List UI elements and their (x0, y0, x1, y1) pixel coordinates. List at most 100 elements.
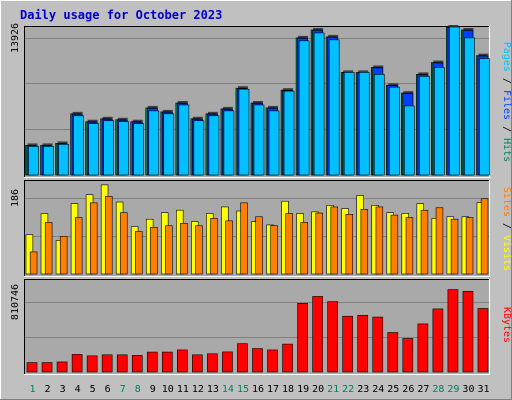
pages-bar (358, 72, 370, 176)
visits-label: Visits (501, 235, 512, 271)
kbytes-bar (41, 362, 53, 373)
pages-bar (268, 110, 280, 176)
day-axis: 1 2 3 4 5 6 7 8 9 10 11 12 13 14 15 16 17 18 19 20 21 22 23 24 2… (30, 384, 490, 395)
sites-bar (74, 217, 83, 275)
sites-bar (375, 206, 384, 275)
day-tick-label: 2 (45, 384, 51, 395)
day-tick-label: 26 (402, 384, 414, 395)
day-tick-label: 18 (282, 384, 294, 395)
kbytes-bar (462, 291, 474, 373)
kbytes-bar (161, 351, 173, 373)
day-tick-label: 7 (120, 384, 126, 395)
pages-bar (28, 146, 39, 176)
sites-bar (195, 225, 203, 275)
kbytes-bar (86, 355, 98, 373)
sites-bar (315, 212, 323, 275)
day-tick-label: 29 (447, 384, 459, 395)
pages-bar (148, 110, 160, 176)
sites-bar (29, 251, 38, 275)
sites-bar (165, 225, 173, 275)
pages-bar (449, 26, 460, 176)
pages-bar (208, 115, 220, 176)
day-tick-label: 13 (207, 384, 219, 395)
pages-bar (434, 67, 445, 176)
pages-bar (313, 32, 325, 176)
sites-label: Sites (501, 187, 512, 217)
sites-bar (270, 225, 278, 275)
kbytes-bar (417, 323, 429, 373)
day-tick-label: 23 (357, 384, 369, 395)
sites-bar (90, 202, 98, 275)
sites-bar (120, 212, 128, 275)
day-tick-label: 31 (477, 384, 489, 395)
kbytes-bar (477, 308, 489, 373)
pages-bar (298, 40, 310, 176)
sites-bar (345, 214, 354, 275)
kbytes-bar (267, 349, 278, 373)
kbytes-y-tick-label: 810746 (10, 284, 21, 320)
day-tick-label: 10 (162, 384, 174, 395)
sites-bar (480, 198, 489, 275)
sites-bar (240, 202, 248, 275)
pages-bar (388, 86, 400, 176)
kbytes-bar (101, 354, 113, 373)
day-tick-label: 20 (312, 384, 324, 395)
pages-bar (118, 121, 130, 176)
kbytes-bar (222, 351, 233, 373)
visits-y-tick-label: 186 (10, 189, 21, 207)
day-tick-label: 12 (192, 384, 204, 395)
kbytes-bar (192, 354, 203, 373)
day-tick-label: 6 (105, 384, 111, 395)
pages-bar (88, 123, 99, 176)
hits-y-tick-label: 13926 (10, 23, 21, 53)
sites-bar (180, 222, 188, 275)
axis-label-separator: / (501, 72, 512, 90)
sites-bar (420, 209, 429, 275)
kbytes-bar (207, 353, 218, 373)
kbytes-bar (177, 349, 188, 373)
hits-axis-label: Pages / Files / Hits (501, 42, 512, 162)
sites-bar (135, 231, 143, 275)
chart-title: Daily usage for October 2023 (20, 8, 222, 22)
day-tick-label: 3 (60, 384, 66, 395)
day-tick-label: 16 (252, 384, 264, 395)
hits-label: Hits (501, 138, 512, 162)
kbytes-bar (447, 289, 459, 373)
kbytes-bar (387, 332, 399, 373)
day-tick-label: 4 (75, 384, 81, 395)
sites-bar (435, 207, 444, 275)
pages-bar (343, 72, 355, 176)
pages-bar (223, 110, 235, 176)
sites-bar (210, 218, 218, 275)
day-tick-label: 17 (267, 384, 279, 395)
kbytes-bar (26, 362, 38, 373)
day-tick-label: 21 (327, 384, 339, 395)
day-tick-label: 8 (135, 384, 141, 395)
pages-bar (58, 144, 69, 176)
sites-bar (44, 222, 53, 275)
pages-bar (238, 88, 250, 176)
pages-bar (479, 58, 490, 176)
pages-bar (283, 90, 295, 176)
day-tick-label: 30 (462, 384, 474, 395)
kbytes-panel: 810746 (10, 279, 490, 375)
sites-bar (150, 227, 158, 275)
pages-label: Pages (501, 42, 512, 72)
sites-bar (285, 213, 293, 275)
sites-bar (465, 217, 474, 275)
kbytes-bar (146, 351, 158, 373)
sites-bar (360, 209, 369, 275)
visits-axis-label: Sites / Visits (501, 187, 512, 271)
day-tick-label: 14 (222, 384, 234, 395)
kbytes-bar (372, 316, 384, 373)
pages-bar (404, 105, 415, 176)
kbytes-bar (282, 343, 293, 373)
pages-bar (133, 123, 145, 176)
sites-bar (105, 196, 113, 275)
kbytes-bar (131, 355, 143, 373)
sites-bar (225, 220, 233, 275)
axis-label-separator: / (501, 120, 512, 138)
kbytes-axis-label: KBytes (501, 307, 512, 343)
kbytes-bar (297, 303, 308, 373)
